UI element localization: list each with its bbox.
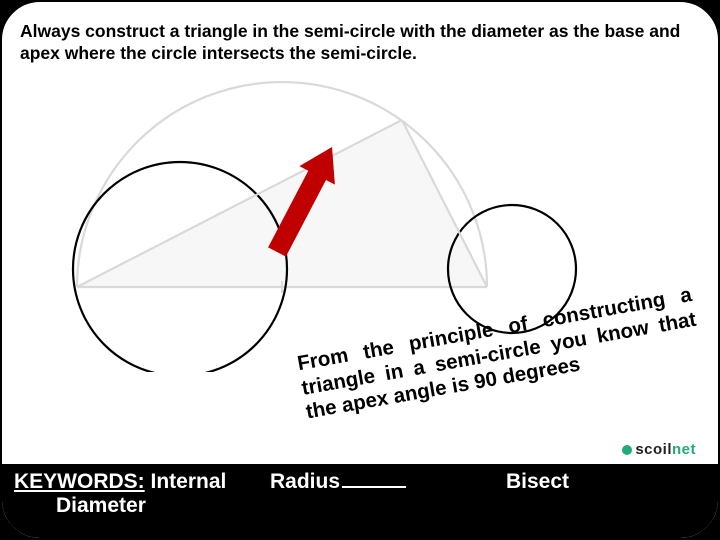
keyword-radius: Radius (270, 470, 340, 493)
keyword-bisect: Bisect (506, 470, 569, 493)
footer-bar: KEYWORDS: Internal Diameter Radius Bisec… (2, 464, 720, 538)
radius-block: Radius (270, 470, 406, 494)
scoilnet-logo: scoilnet (622, 441, 696, 458)
triangle-fill (77, 120, 487, 287)
keyword-internal: Internal (151, 470, 227, 493)
bisect-block: Bisect (506, 470, 569, 494)
keywords-block: KEYWORDS: Internal Diameter (14, 470, 244, 518)
keywords-label: KEYWORDS: (14, 470, 145, 493)
slide-frame: Always construct a triangle in the semi-… (0, 0, 720, 540)
logo-scoil: scoil (635, 441, 672, 458)
instruction-text: Always construct a triangle in the semi-… (20, 20, 690, 65)
logo-net: net (672, 441, 696, 458)
radius-underline (342, 486, 406, 488)
logo-dot-icon (622, 445, 632, 455)
keyword-diameter: Diameter (14, 494, 244, 518)
